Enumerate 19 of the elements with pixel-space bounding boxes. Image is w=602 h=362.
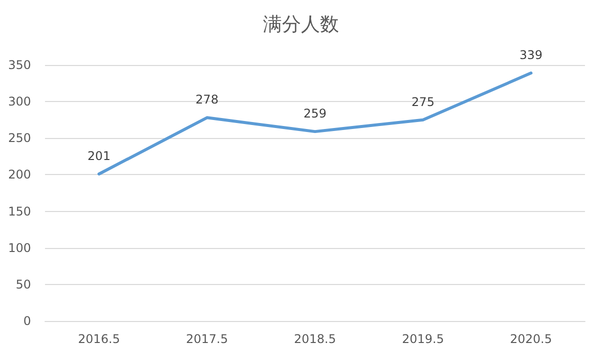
y-tick-label: 150 (8, 204, 31, 218)
x-tick-label: 2020.5 (510, 332, 552, 346)
y-tick-label: 50 (16, 277, 31, 292)
data-label: 259 (304, 106, 326, 121)
y-tick-label: 0 (23, 314, 31, 328)
data-label: 275 (412, 94, 434, 109)
y-tick-label: 100 (8, 240, 31, 255)
x-tick-label: 2018.5 (294, 332, 336, 346)
y-tick-label: 250 (8, 131, 31, 146)
data-label: 339 (520, 48, 542, 62)
x-tick-label: 2019.5 (402, 332, 444, 346)
data-label: 201 (88, 148, 110, 163)
data-label: 278 (196, 92, 218, 107)
chart-title: 满分人数 (263, 14, 339, 36)
y-tick-label: 200 (8, 168, 31, 182)
y-tick-label: 350 (8, 58, 31, 72)
x-tick-label: 2017.5 (186, 332, 228, 346)
x-tick-label: 2016.5 (78, 332, 120, 346)
y-tick-label: 300 (8, 94, 31, 109)
